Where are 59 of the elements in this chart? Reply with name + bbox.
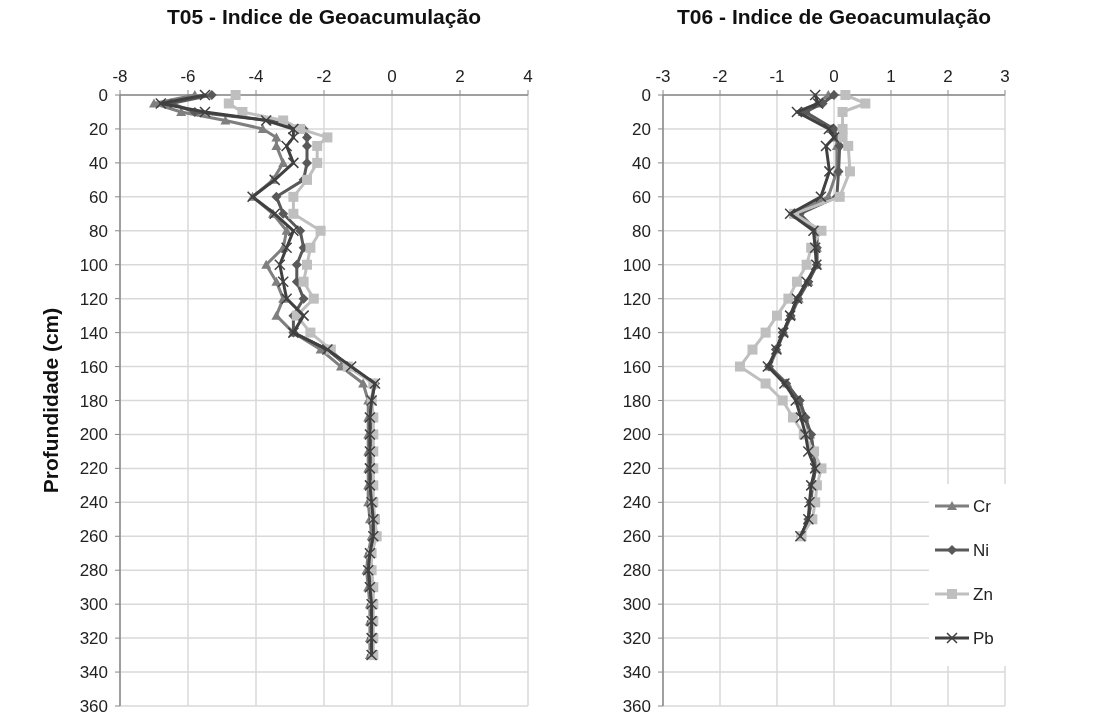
y-tick-label: 0 [641, 86, 651, 105]
y-axis-title: Profundidade (cm) [39, 307, 62, 494]
x-tick-label: 2 [943, 67, 953, 86]
x-tick-label: -2 [712, 67, 728, 86]
y-tick-label: 100 [622, 255, 651, 275]
x-tick-label: -3 [655, 67, 671, 86]
y-tick-label: 0 [98, 86, 108, 105]
y-tick-label: 60 [632, 187, 651, 207]
y-tick-label: 160 [79, 357, 108, 377]
y-tick-label: 240 [79, 493, 108, 513]
y-tick-label: 140 [622, 323, 651, 343]
y-tick-label: 360 [79, 697, 108, 716]
y-tick-label: 80 [632, 221, 651, 241]
y-tick-label: 320 [79, 629, 108, 649]
y-tick-label: 300 [622, 595, 651, 615]
y-tick-label: 20 [89, 119, 108, 139]
chart-title: T06 - Indice de Geoacumulação [677, 5, 991, 28]
y-tick-label: 260 [622, 527, 651, 547]
y-tick-label: 360 [622, 697, 651, 716]
y-tick-label: 40 [632, 153, 651, 173]
x-tick-label: -1 [769, 67, 785, 86]
y-tick-label: 140 [79, 323, 108, 343]
y-tick-label: 340 [622, 663, 651, 683]
y-tick-label: 340 [79, 663, 108, 683]
y-tick-label: 200 [622, 425, 651, 445]
x-tick-label: 4 [523, 67, 533, 86]
x-tick-label: -8 [112, 67, 128, 86]
y-tick-label: 280 [622, 561, 651, 581]
y-tick-label: 220 [622, 459, 651, 479]
y-tick-label: 200 [79, 425, 108, 445]
legend-label: Ni [973, 541, 990, 560]
x-tick-label: 0 [829, 67, 839, 86]
x-tick-label: 1 [886, 67, 896, 86]
y-tick-label: 180 [79, 391, 108, 411]
x-tick-label: 0 [387, 67, 397, 86]
y-tick-label: 100 [79, 255, 108, 275]
y-tick-label: 320 [622, 629, 651, 649]
y-tick-label: 120 [79, 289, 108, 309]
y-tick-label: 180 [622, 391, 651, 411]
y-tick-label: 280 [79, 561, 108, 581]
x-tick-label: -6 [180, 67, 196, 86]
x-tick-label: 2 [455, 67, 465, 86]
y-tick-label: 40 [89, 153, 108, 173]
x-tick-label: -2 [316, 67, 332, 86]
y-tick-label: 220 [79, 459, 108, 479]
legend-label: Pb [973, 629, 994, 648]
y-tick-label: 80 [89, 221, 108, 241]
y-tick-label: 300 [79, 595, 108, 615]
x-tick-label: -4 [248, 67, 264, 86]
x-tick-label: 3 [1000, 67, 1010, 86]
legend-label: Cr [973, 497, 992, 516]
legend-label: Zn [973, 585, 993, 604]
y-tick-label: 160 [622, 357, 651, 377]
y-tick-label: 60 [89, 187, 108, 207]
y-tick-label: 120 [622, 289, 651, 309]
y-tick-label: 260 [79, 527, 108, 547]
y-tick-label: 240 [622, 493, 651, 513]
chart-title: T05 - Indice de Geoacumulação [167, 5, 481, 28]
y-tick-label: 20 [632, 119, 651, 139]
